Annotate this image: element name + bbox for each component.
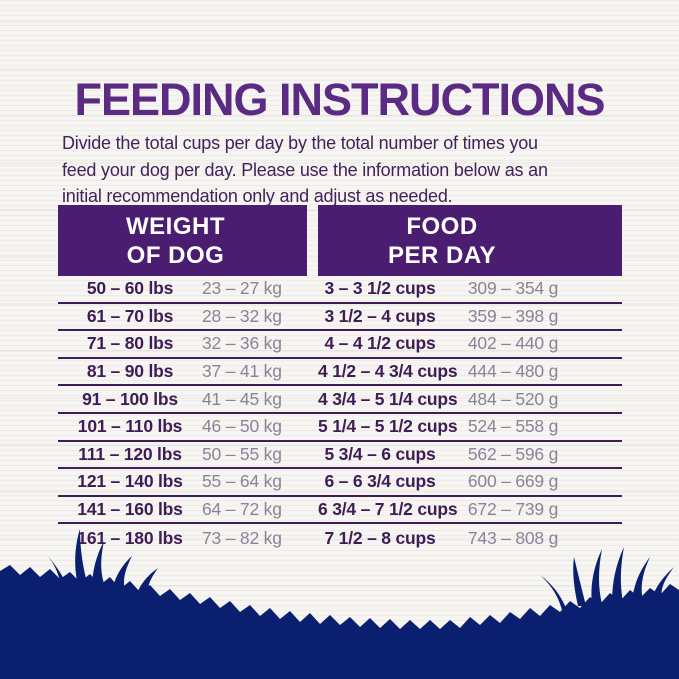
grass-blade	[112, 556, 132, 594]
food-grams-value: 444 – 480 g	[467, 361, 559, 382]
table-row: 161 – 180 lbs 73 – 82 kg 7 1/2 – 8 cups …	[58, 524, 622, 552]
weight-kg-value: 28 – 32 kg	[202, 305, 282, 326]
weight-kg-value: 32 – 36 kg	[202, 333, 282, 354]
food-cups-value: 5 3/4 – 6 cups	[324, 443, 436, 464]
food-grams-value: 309 – 354 g	[467, 278, 559, 299]
food-cups-value: 7 1/2 – 8 cups	[324, 527, 436, 548]
header-weight-of-dog: WEIGHT OF DOG	[58, 205, 307, 276]
food-cups-value: 4 1/2 – 4 3/4 cups	[318, 361, 458, 382]
feeding-table: WEIGHT OF DOG FOOD PER DAY 50 – 60 lbs 2…	[58, 205, 622, 552]
grass-silhouette	[0, 529, 679, 679]
weight-lbs-value: 61 – 70 lbs	[86, 305, 174, 326]
food-grams-value: 402 – 440 g	[467, 333, 559, 354]
table-row: 141 – 160 lbs 64 – 72 kg 6 3/4 – 7 1/2 c…	[58, 497, 622, 525]
food-grams-value: 743 – 808 g	[467, 527, 559, 548]
food-grams-value: 524 – 558 g	[467, 416, 559, 437]
table-row: 50 – 60 lbs 23 – 27 kg 3 – 3 1/2 cups 30…	[58, 276, 622, 304]
weight-kg-value: 55 – 64 kg	[202, 471, 282, 492]
grass-blade	[652, 567, 674, 598]
header-food-per-day: FOOD PER DAY	[318, 205, 622, 276]
weight-lbs-value: 141 – 160 lbs	[77, 499, 183, 520]
description-line: feed your dog per day. Please use the in…	[62, 159, 548, 180]
food-cups-value: 3 1/2 – 4 cups	[324, 305, 436, 326]
header-food-line1: FOOD	[406, 212, 478, 240]
grass-blades-left	[48, 529, 158, 598]
grass-blade	[573, 557, 586, 606]
weight-lbs-value: 121 – 140 lbs	[77, 471, 183, 492]
food-grams-value: 672 – 739 g	[467, 499, 559, 520]
weight-lbs-value: 111 – 120 lbs	[78, 443, 182, 464]
page-title: FEEDING INSTRUCTIONS	[74, 74, 605, 126]
table-header-row: WEIGHT OF DOG FOOD PER DAY	[58, 205, 622, 276]
weight-kg-value: 37 – 41 kg	[202, 361, 282, 382]
header-weight-line1: WEIGHT	[126, 212, 225, 240]
table-row: 101 – 110 lbs 46 – 50 kg 5 1/4 – 5 1/2 c…	[58, 414, 622, 442]
table-row: 61 – 70 lbs 28 – 32 kg 3 1/2 – 4 cups 35…	[58, 304, 622, 332]
grass-blade	[48, 556, 66, 584]
grass-blade	[136, 568, 158, 598]
table-row: 91 – 100 lbs 41 – 45 kg 4 3/4 – 5 1/4 cu…	[58, 386, 622, 414]
weight-kg-value: 46 – 50 kg	[202, 416, 282, 437]
food-cups-value: 5 1/4 – 5 1/2 cups	[318, 416, 458, 437]
header-gap	[307, 205, 318, 276]
food-cups-value: 6 – 6 3/4 cups	[324, 471, 436, 492]
header-weight-line2: OF DOG	[126, 241, 225, 269]
table-row: 111 – 120 lbs 50 – 55 kg 5 3/4 – 6 cups …	[58, 442, 622, 470]
food-grams-value: 359 – 398 g	[467, 305, 559, 326]
weight-lbs-value: 71 – 80 lbs	[86, 333, 174, 354]
table-row: 121 – 140 lbs 55 – 64 kg 6 – 6 3/4 cups …	[58, 469, 622, 497]
weight-kg-value: 41 – 45 kg	[202, 388, 282, 409]
grass-blade	[612, 547, 624, 602]
grass-blade	[75, 529, 88, 586]
grass-blade	[591, 549, 602, 604]
food-cups-value: 6 3/4 – 7 1/2 cups	[318, 499, 458, 520]
grass-blades-right	[540, 547, 674, 610]
description-text: Divide the total cups per day by the tot…	[62, 130, 548, 210]
table-body: 50 – 60 lbs 23 – 27 kg 3 – 3 1/2 cups 30…	[58, 276, 622, 552]
grass-hill-shape	[0, 565, 679, 679]
table-row: 81 – 90 lbs 37 – 41 kg 4 1/2 – 4 3/4 cup…	[58, 359, 622, 387]
food-grams-value: 562 – 596 g	[467, 443, 559, 464]
weight-lbs-value: 81 – 90 lbs	[86, 361, 174, 382]
grass-blade	[632, 557, 650, 600]
grass-blade	[92, 541, 106, 589]
food-grams-value: 484 – 520 g	[467, 388, 559, 409]
header-food-line2: PER DAY	[388, 241, 496, 269]
weight-kg-value: 50 – 55 kg	[202, 443, 282, 464]
description-line: initial recommendation only and adjust a…	[62, 186, 453, 206]
weight-lbs-value: 91 – 100 lbs	[82, 388, 178, 409]
weight-lbs-value: 101 – 110 lbs	[77, 416, 183, 437]
food-cups-value: 4 – 4 1/2 cups	[324, 333, 436, 354]
food-cups-value: 4 3/4 – 5 1/4 cups	[318, 388, 458, 409]
food-cups-value: 3 – 3 1/2 cups	[324, 278, 436, 299]
weight-kg-value: 23 – 27 kg	[202, 278, 282, 299]
food-grams-value: 600 – 669 g	[467, 471, 559, 492]
weight-lbs-value: 161 – 180 lbs	[77, 527, 183, 548]
description-line: Divide the total cups per day by the tot…	[62, 133, 538, 153]
grass-blade	[540, 575, 566, 610]
weight-lbs-value: 50 – 60 lbs	[86, 278, 174, 299]
table-row: 71 – 80 lbs 32 – 36 kg 4 – 4 1/2 cups 40…	[58, 331, 622, 359]
